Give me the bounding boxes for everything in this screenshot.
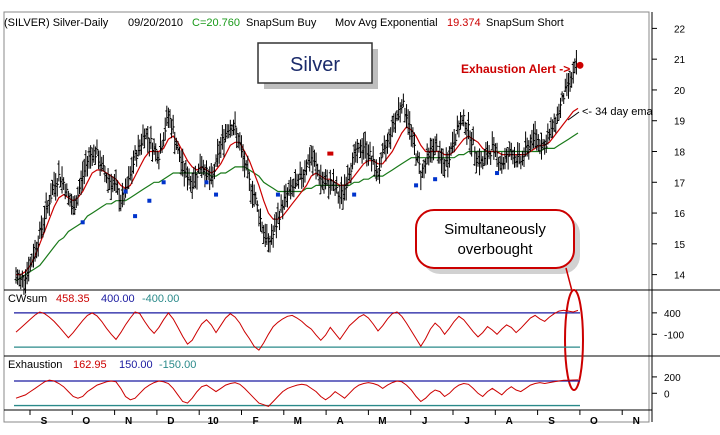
price-tick-label: 20 [674, 86, 686, 97]
cwsum-line [15, 309, 579, 351]
month-label: O [82, 416, 90, 427]
exhaustion-line [15, 379, 579, 407]
price-tick-label: 14 [674, 271, 686, 282]
callout-line-2: overbought [457, 241, 533, 258]
ema-34-label: <- 34 day ema [582, 106, 654, 118]
price-tick-label: 19 [674, 117, 686, 128]
price-tick-label: 22 [674, 24, 686, 35]
exhaustion-tick-label: 0 [664, 389, 670, 400]
buy-marker [214, 192, 219, 197]
buy-marker [352, 192, 357, 197]
price-tick-label: 17 [674, 178, 686, 189]
month-axis: S O N D 10 F M A M J J A S O N [29, 410, 640, 427]
exhaustion-alert-label: Exhaustion Alert -> [461, 62, 570, 76]
signal-markers [80, 61, 584, 225]
buy-marker [433, 177, 438, 182]
month-label: J [422, 416, 428, 427]
cwsum-lower-band: -400.00 [142, 293, 179, 305]
exhaustion-lower-band: -150.00 [159, 359, 196, 371]
month-label: A [336, 416, 343, 427]
title-text: Silver [290, 54, 340, 76]
exhaustion-alert-marker [576, 61, 584, 69]
cwsum-tick-label: 400 [664, 309, 681, 320]
header-symbol: (SILVER) Silver-Daily [4, 17, 109, 29]
header-study-ema: Mov Avg Exponential [335, 17, 438, 29]
exhaustion-tick-label: 200 [664, 373, 681, 384]
ema-label-pointer [567, 111, 580, 121]
header-study-buy: SnapSum Buy [246, 17, 317, 29]
month-label: A [506, 416, 513, 427]
month-label: N [633, 416, 640, 427]
header-study-short: SnapSum Short [486, 17, 564, 29]
month-label: N [125, 416, 132, 427]
short-marker [327, 151, 334, 156]
exhaustion-label: Exhaustion [8, 359, 62, 371]
month-label: 10 [208, 416, 220, 427]
buy-marker [495, 171, 500, 176]
buy-marker [133, 214, 138, 219]
month-label: D [167, 416, 174, 427]
title-box: Silver [257, 42, 378, 89]
month-label: J [464, 416, 470, 427]
price-tick-label: 15 [674, 240, 686, 251]
month-label: M [294, 416, 302, 427]
exhaustion-value: 162.95 [73, 359, 107, 371]
buy-marker [414, 183, 419, 188]
callout-box: Simultaneously overbought [415, 209, 580, 274]
exhaustion-upper-band: 150.00 [119, 359, 153, 371]
buy-marker [80, 220, 85, 225]
price-bars [14, 50, 578, 295]
buy-marker [147, 198, 152, 203]
cwsum-value: 458.35 [56, 293, 90, 305]
buy-marker [161, 180, 166, 185]
month-label: M [378, 416, 386, 427]
buy-marker [123, 189, 128, 194]
price-tick-label: 18 [674, 148, 686, 159]
price-tick-label: 16 [674, 209, 686, 220]
month-label: S [41, 416, 48, 427]
callout-line-1: Simultaneously [444, 221, 546, 238]
cwsum-label: CWsum [8, 293, 47, 305]
chart-frame [3, 11, 650, 423]
month-label: F [252, 416, 258, 427]
month-label: O [590, 416, 598, 427]
buy-marker [204, 180, 209, 185]
header-close: C=20.760 [192, 17, 240, 29]
header-ema-value: 19.374 [447, 17, 481, 29]
cwsum-bands [14, 312, 580, 348]
header-date: 09/20/2010 [128, 17, 183, 29]
cwsum-tick-label: -100 [664, 330, 684, 341]
price-tick-label: 21 [674, 55, 686, 66]
buy-marker [275, 192, 280, 197]
cwsum-upper-band: 400.00 [101, 293, 135, 305]
price-axis: 14 15 16 17 18 19 20 21 22 [652, 24, 686, 282]
month-label: S [548, 416, 555, 427]
callout-connector [565, 267, 573, 292]
cwsum-axis: 400 -100 [652, 309, 684, 341]
overbought-ellipse [564, 289, 584, 391]
